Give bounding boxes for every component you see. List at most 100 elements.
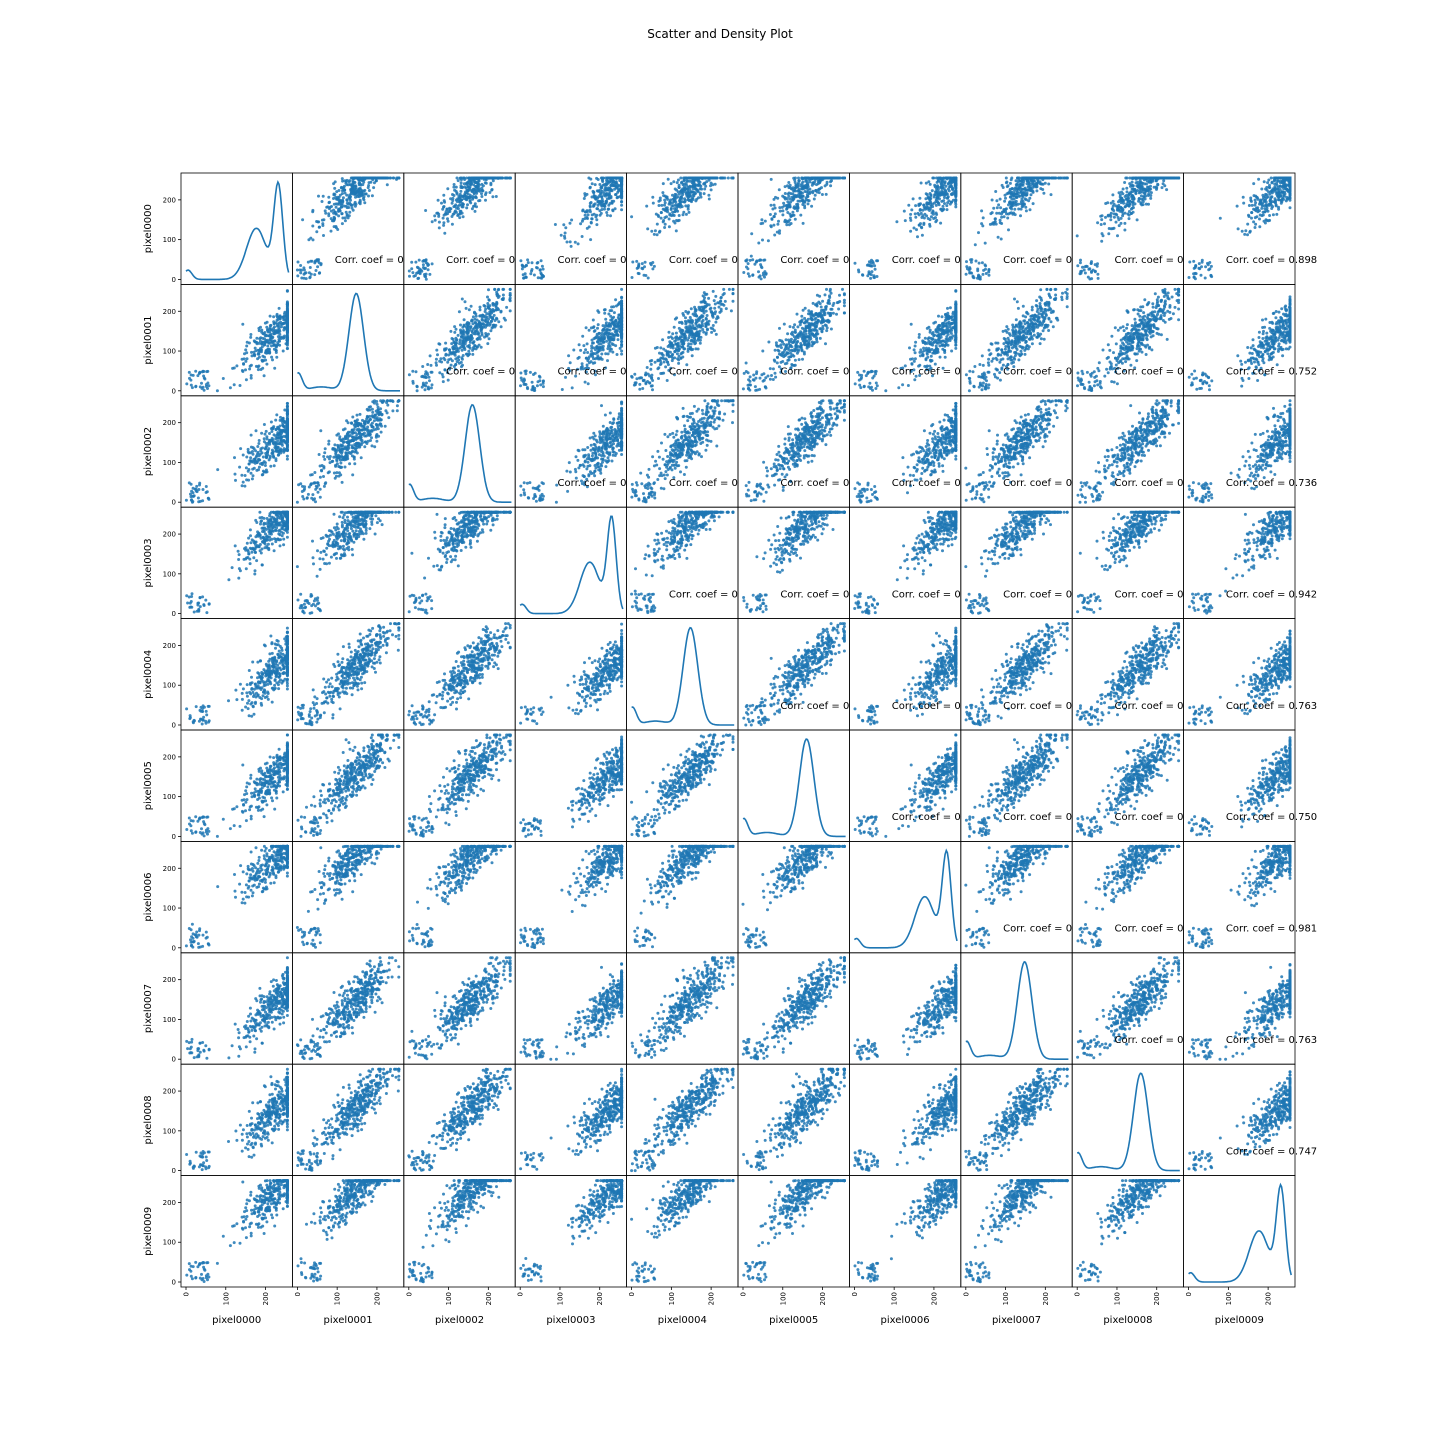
scatter-point (487, 298, 490, 301)
scatter-point (1123, 229, 1126, 232)
scatter-point (272, 320, 275, 323)
scatter-point (935, 204, 938, 207)
scatter-point (762, 274, 765, 277)
scatter-point (438, 226, 441, 229)
scatter-point (584, 217, 587, 220)
scatter-point (1270, 195, 1273, 198)
scatter-point (1254, 199, 1257, 202)
scatter-point (484, 193, 487, 196)
scatter-point (1142, 200, 1145, 203)
scatter-point (460, 361, 463, 364)
scatter-point (1013, 201, 1016, 204)
scatter-point (931, 209, 934, 212)
scatter-point (324, 212, 327, 215)
scatter-point (875, 259, 878, 262)
scatter-point (1009, 182, 1012, 185)
scatter-point (598, 332, 601, 335)
scatter-point (589, 210, 592, 213)
scatter-point (688, 186, 691, 189)
scatter-point (1117, 204, 1120, 207)
scatter-point (243, 352, 246, 355)
scatter-point (874, 268, 877, 271)
panel-pixel0001-pixel0001 (292, 284, 403, 395)
scatter-point (270, 356, 273, 359)
scatter-point (1120, 222, 1123, 225)
scatter-point (505, 306, 508, 309)
scatter-point (610, 348, 613, 351)
scatter-point (660, 211, 663, 214)
scatter-point (994, 190, 997, 193)
scatter-point (981, 224, 984, 227)
scatter-point (286, 290, 289, 293)
scatter-point (772, 215, 775, 218)
scatter-point (592, 190, 595, 193)
scatter-point (185, 382, 188, 385)
scatter-point (603, 208, 606, 211)
scatter-point (826, 181, 829, 184)
scatter-point (909, 219, 912, 222)
scatter-point (527, 261, 530, 264)
scatter-point (1266, 207, 1269, 210)
scatter-point (707, 194, 710, 197)
scatter-point (685, 193, 688, 196)
scatter-point (620, 288, 623, 291)
scatter-point (720, 177, 723, 180)
scatter-point (691, 177, 694, 180)
panel-pixel0001-pixel0003: Corr. coef = 0 (515, 284, 626, 395)
scatter-point (442, 380, 445, 383)
scatter-point (870, 273, 873, 276)
scatter-point (308, 276, 311, 279)
scatter-point (444, 342, 447, 345)
scatter-point (810, 205, 813, 208)
scatter-point (278, 344, 281, 347)
scatter-point (205, 385, 208, 388)
scatter-point (351, 204, 354, 207)
scatter-point (1035, 177, 1038, 180)
scatter-point (309, 266, 312, 269)
scatter-point (620, 208, 623, 211)
scatter-point (925, 205, 928, 208)
scatter-point (1076, 264, 1079, 267)
scatter-point (605, 183, 608, 186)
scatter-point (595, 218, 598, 221)
scatter-point (787, 181, 790, 184)
scatter-point (424, 370, 427, 373)
scatter-point (480, 332, 483, 335)
scatter-point (327, 196, 330, 199)
scatter-point (374, 177, 377, 180)
scatter-point (307, 261, 310, 264)
scatter-point (927, 197, 930, 200)
scatter-point (1005, 181, 1008, 184)
scatter-point (794, 218, 797, 221)
scatter-point (796, 209, 799, 212)
scatter-point (821, 193, 824, 196)
scatter-point (427, 263, 430, 266)
scatter-point (994, 217, 997, 220)
scatter-point (469, 341, 472, 344)
scatter-point (938, 192, 941, 195)
scatter-point (589, 204, 592, 207)
scatter-point (759, 263, 762, 266)
scatter-point (321, 200, 324, 203)
scatter-point (932, 213, 935, 216)
scatter-point (1151, 177, 1154, 180)
scatter-point (945, 177, 948, 180)
scatter-point (612, 209, 615, 212)
scatter-point (699, 193, 702, 196)
scatter-point (1122, 188, 1125, 191)
scatter-point (1102, 234, 1105, 237)
scatter-point (311, 225, 314, 228)
scatter-point (1200, 274, 1203, 277)
scatter-point (493, 177, 496, 180)
scatter-point (614, 344, 617, 347)
scatter-point (966, 267, 969, 270)
scatter-point (781, 213, 784, 216)
scatter-point (821, 177, 824, 180)
scatter-point (469, 334, 472, 337)
scatter-point (462, 345, 465, 348)
scatter-point (249, 336, 252, 339)
scatter-point (606, 180, 609, 183)
scatter-point (678, 219, 681, 222)
scatter-point (1066, 177, 1069, 180)
scatter-point (1109, 215, 1112, 218)
